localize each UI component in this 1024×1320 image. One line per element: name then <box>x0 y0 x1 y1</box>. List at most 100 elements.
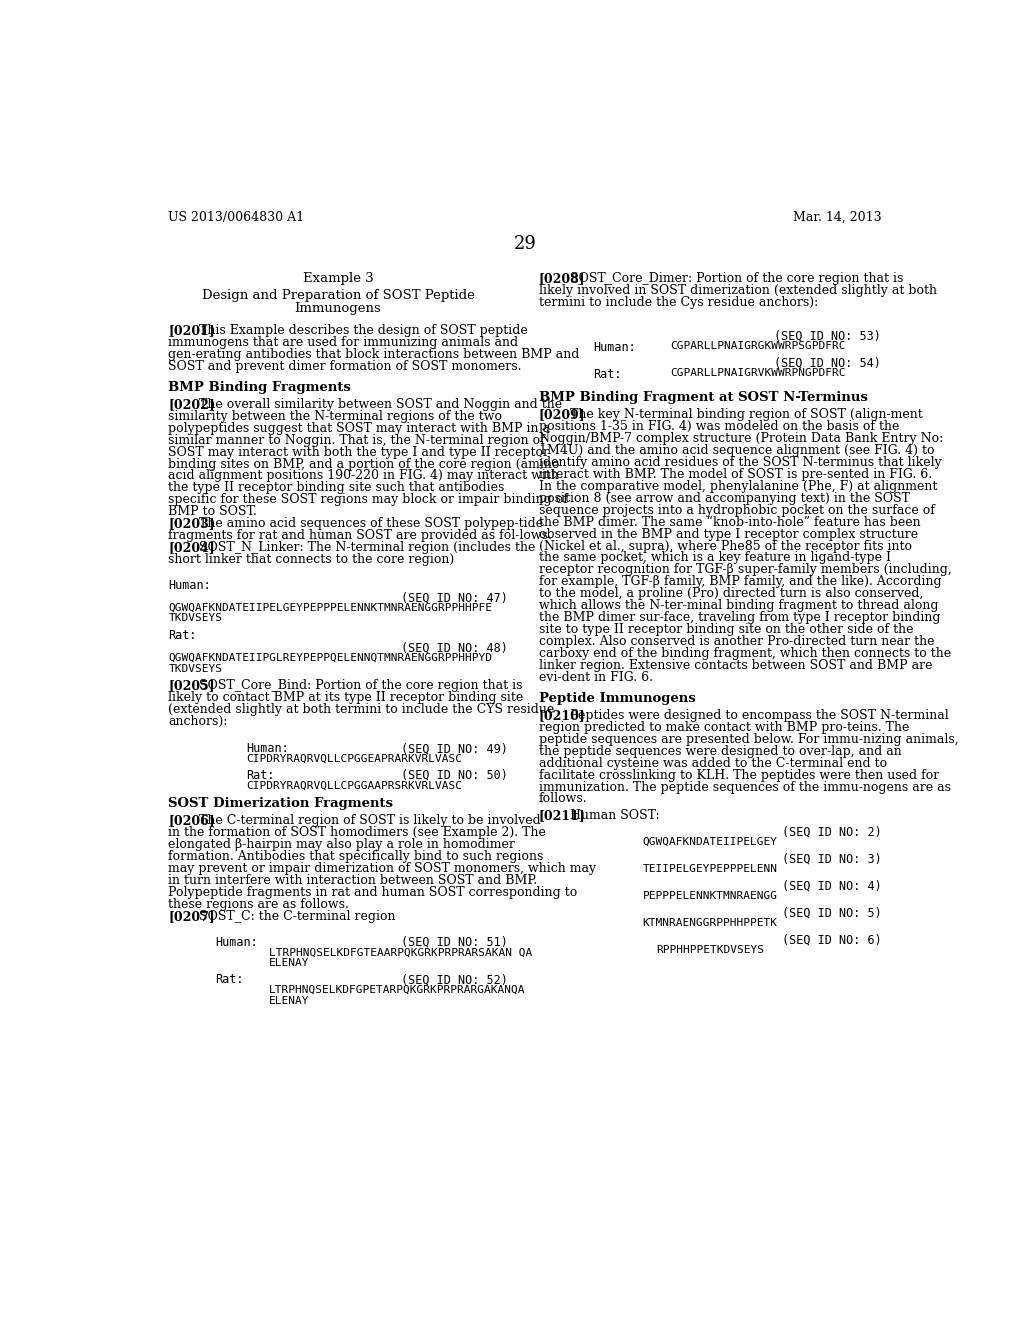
Text: SOST_Core_Dimer: Portion of the core region that is: SOST_Core_Dimer: Portion of the core reg… <box>569 272 903 285</box>
Text: RPPHHPPETKDVSEYS: RPPHHPPETKDVSEYS <box>656 945 764 954</box>
Text: sequence projects into a hydrophobic pocket on the surface of: sequence projects into a hydrophobic poc… <box>539 504 935 516</box>
Text: BMP to SOST.: BMP to SOST. <box>168 506 257 519</box>
Text: (SEQ ID NO: 2): (SEQ ID NO: 2) <box>781 825 882 838</box>
Text: (extended slightly at both termini to include the CYS residue: (extended slightly at both termini to in… <box>168 702 555 715</box>
Text: (SEQ ID NO: 52): (SEQ ID NO: 52) <box>400 973 508 986</box>
Text: ELENAY: ELENAY <box>269 958 309 968</box>
Text: The key N-terminal binding region of SOST (align-ment: The key N-terminal binding region of SOS… <box>569 408 923 421</box>
Text: likely to contact BMP at its type II receptor binding site: likely to contact BMP at its type II rec… <box>168 690 523 704</box>
Text: interact with BMP. The model of SOST is pre-sented in FIG. 6.: interact with BMP. The model of SOST is … <box>539 469 932 480</box>
Text: TKDVSEYS: TKDVSEYS <box>168 614 222 623</box>
Text: SOST and prevent dimer formation of SOST monomers.: SOST and prevent dimer formation of SOST… <box>168 360 522 372</box>
Text: (SEQ ID NO: 3): (SEQ ID NO: 3) <box>781 853 882 866</box>
Text: (SEQ ID NO: 50): (SEQ ID NO: 50) <box>400 770 508 781</box>
Text: SOST_N_Linker: The N-terminal region (includes the: SOST_N_Linker: The N-terminal region (in… <box>199 541 536 554</box>
Text: [0202]: [0202] <box>168 397 215 411</box>
Text: termini to include the Cys residue anchors):: termini to include the Cys residue ancho… <box>539 296 818 309</box>
Text: immunization. The peptide sequences of the immu-nogens are as: immunization. The peptide sequences of t… <box>539 780 950 793</box>
Text: these regions are as follows.: these regions are as follows. <box>168 898 349 911</box>
Text: LTRPHNQSELKDFGTEAARPQKGRKPRPRARSAKAN QA: LTRPHNQSELKDFGTEAARPQKGRKPRPRARSAKAN QA <box>269 948 532 957</box>
Text: Mar. 14, 2013: Mar. 14, 2013 <box>793 211 882 224</box>
Text: linker region. Extensive contacts between SOST and BMP are: linker region. Extensive contacts betwee… <box>539 659 932 672</box>
Text: [0204]: [0204] <box>168 541 215 554</box>
Text: Peptide Immunogens: Peptide Immunogens <box>539 692 695 705</box>
Text: CIPDRYRAQRVQLLCPGGEAPRARKVRLVASC: CIPDRYRAQRVQLLCPGGEAPRARKVRLVASC <box>246 754 462 763</box>
Text: [0209]: [0209] <box>539 408 586 421</box>
Text: SOST may interact with both the type I and type II receptor: SOST may interact with both the type I a… <box>168 446 549 458</box>
Text: peptide sequences are presented below. For immu-nizing animals,: peptide sequences are presented below. F… <box>539 733 958 746</box>
Text: The overall similarity between SOST and Noggin and the: The overall similarity between SOST and … <box>199 397 562 411</box>
Text: observed in the BMP and type I receptor complex structure: observed in the BMP and type I receptor … <box>539 528 918 541</box>
Text: the type II receptor binding site such that antibodies: the type II receptor binding site such t… <box>168 482 505 495</box>
Text: TEIIPELGEYPEPPPELENN: TEIIPELGEYPEPPPELENN <box>642 865 777 874</box>
Text: the same pocket, which is a key feature in ligand-type I: the same pocket, which is a key feature … <box>539 552 891 565</box>
Text: short linker that connects to the core region): short linker that connects to the core r… <box>168 553 455 566</box>
Text: Design and Preparation of SOST Peptide: Design and Preparation of SOST Peptide <box>202 289 474 302</box>
Text: Peptides were designed to encompass the SOST N-terminal: Peptides were designed to encompass the … <box>569 709 948 722</box>
Text: to the model, a proline (Pro) directed turn is also conserved,: to the model, a proline (Pro) directed t… <box>539 587 923 601</box>
Text: for example, TGF-β family, BMP family, and the like). According: for example, TGF-β family, BMP family, a… <box>539 576 941 589</box>
Text: receptor recognition for TGF-β super-family members (including,: receptor recognition for TGF-β super-fam… <box>539 564 951 577</box>
Text: CIPDRYRAQRVQLLCPGGAAPRSRKVRLVASC: CIPDRYRAQRVQLLCPGGAAPRSRKVRLVASC <box>246 780 462 791</box>
Text: Immunogens: Immunogens <box>295 302 381 315</box>
Text: complex. Also conserved is another Pro-directed turn near the: complex. Also conserved is another Pro-d… <box>539 635 934 648</box>
Text: similar manner to Noggin. That is, the N-terminal region of: similar manner to Noggin. That is, the N… <box>168 434 545 446</box>
Text: (SEQ ID NO: 4): (SEQ ID NO: 4) <box>781 879 882 892</box>
Text: the peptide sequences were designed to over-lap, and an: the peptide sequences were designed to o… <box>539 744 901 758</box>
Text: [0206]: [0206] <box>168 814 215 828</box>
Text: similarity between the N-terminal regions of the two: similarity between the N-terminal region… <box>168 409 503 422</box>
Text: in the formation of SOST homodimers (see Example 2). The: in the formation of SOST homodimers (see… <box>168 826 546 840</box>
Text: additional cysteine was added to the C-terminal end to: additional cysteine was added to the C-t… <box>539 756 887 770</box>
Text: CGPARLLPNAIGRGKWWRPSGPDFRC: CGPARLLPNAIGRGKWWRPSGPDFRC <box>671 342 846 351</box>
Text: SOST_Core_Bind: Portion of the core region that is: SOST_Core_Bind: Portion of the core regi… <box>199 678 522 692</box>
Text: Rat:: Rat: <box>246 770 274 781</box>
Text: likely involved in SOST dimerization (extended slightly at both: likely involved in SOST dimerization (ex… <box>539 284 937 297</box>
Text: 29: 29 <box>513 235 537 253</box>
Text: (SEQ ID NO: 47): (SEQ ID NO: 47) <box>400 591 508 605</box>
Text: (SEQ ID NO: 53): (SEQ ID NO: 53) <box>774 330 882 343</box>
Text: LTRPHNQSELKDFGPETARPQKGRKPRPRARGAKANQA: LTRPHNQSELKDFGPETARPQKGRKPRPRARGAKANQA <box>269 985 525 995</box>
Text: which allows the N-ter-minal binding fragment to thread along: which allows the N-ter-minal binding fra… <box>539 599 938 612</box>
Text: BMP Binding Fragments: BMP Binding Fragments <box>168 381 351 393</box>
Text: Human:: Human: <box>168 579 211 591</box>
Text: The amino acid sequences of these SOST polypep-tide: The amino acid sequences of these SOST p… <box>199 517 544 531</box>
Text: CGPARLLPNAIGRVKWWRPNGPDFRC: CGPARLLPNAIGRVKWWRPNGPDFRC <box>671 368 846 379</box>
Text: Human:: Human: <box>246 742 289 755</box>
Text: Noggin/BMP-7 complex structure (Protein Data Bank Entry No:: Noggin/BMP-7 complex structure (Protein … <box>539 432 943 445</box>
Text: site to type II receptor binding site on the other side of the: site to type II receptor binding site on… <box>539 623 913 636</box>
Text: Example 3: Example 3 <box>303 272 374 285</box>
Text: may prevent or impair dimerization of SOST monomers, which may: may prevent or impair dimerization of SO… <box>168 862 596 875</box>
Text: immunogens that are used for immunizing animals and: immunogens that are used for immunizing … <box>168 335 518 348</box>
Text: SOST Dimerization Fragments: SOST Dimerization Fragments <box>168 797 393 810</box>
Text: US 2013/0064830 A1: US 2013/0064830 A1 <box>168 211 304 224</box>
Text: Polypeptide fragments in rat and human SOST corresponding to: Polypeptide fragments in rat and human S… <box>168 886 578 899</box>
Text: [0211]: [0211] <box>539 809 586 822</box>
Text: In the comparative model, phenylalanine (Phe, F) at alignment: In the comparative model, phenylalanine … <box>539 480 937 492</box>
Text: evi-dent in FIG. 6.: evi-dent in FIG. 6. <box>539 671 652 684</box>
Text: [0205]: [0205] <box>168 678 215 692</box>
Text: anchors):: anchors): <box>168 714 227 727</box>
Text: follows.: follows. <box>539 792 588 805</box>
Text: Human:: Human: <box>593 342 636 354</box>
Text: gen-erating antibodies that block interactions between BMP and: gen-erating antibodies that block intera… <box>168 348 580 360</box>
Text: the BMP dimer. The same “knob-into-hole” feature has been: the BMP dimer. The same “knob-into-hole”… <box>539 516 921 529</box>
Text: [0207]: [0207] <box>168 909 215 923</box>
Text: (SEQ ID NO: 6): (SEQ ID NO: 6) <box>781 933 882 946</box>
Text: Rat:: Rat: <box>593 368 622 381</box>
Text: [0210]: [0210] <box>539 709 586 722</box>
Text: (Nickel et al., supra), where Phe85 of the receptor fits into: (Nickel et al., supra), where Phe85 of t… <box>539 540 911 553</box>
Text: the BMP dimer sur-face, traveling from type I receptor binding: the BMP dimer sur-face, traveling from t… <box>539 611 940 624</box>
Text: Human SOST:: Human SOST: <box>569 809 659 822</box>
Text: This Example describes the design of SOST peptide: This Example describes the design of SOS… <box>199 323 528 337</box>
Text: TKDVSEYS: TKDVSEYS <box>168 664 222 673</box>
Text: facilitate crosslinking to KLH. The peptides were then used for: facilitate crosslinking to KLH. The pept… <box>539 768 939 781</box>
Text: BMP Binding Fragment at SOST N-Terminus: BMP Binding Fragment at SOST N-Terminus <box>539 391 867 404</box>
Text: identify amino acid residues of the SOST N-terminus that likely: identify amino acid residues of the SOST… <box>539 455 941 469</box>
Text: in turn interfere with interaction between SOST and BMP.: in turn interfere with interaction betwe… <box>168 874 538 887</box>
Text: SOST_C: the C-terminal region: SOST_C: the C-terminal region <box>199 909 395 923</box>
Text: QGWQAFKNDATEIIPGLREYPEPPQELENNQTMNRAENGGRPPHHPYD: QGWQAFKNDATEIIPGLREYPEPPQELENNQTMNRAENGG… <box>168 653 493 663</box>
Text: fragments for rat and human SOST are provided as fol-lows.: fragments for rat and human SOST are pro… <box>168 529 552 543</box>
Text: polypeptides suggest that SOST may interact with BMP in a: polypeptides suggest that SOST may inter… <box>168 422 550 434</box>
Text: (SEQ ID NO: 54): (SEQ ID NO: 54) <box>774 356 882 370</box>
Text: (SEQ ID NO: 49): (SEQ ID NO: 49) <box>400 742 508 755</box>
